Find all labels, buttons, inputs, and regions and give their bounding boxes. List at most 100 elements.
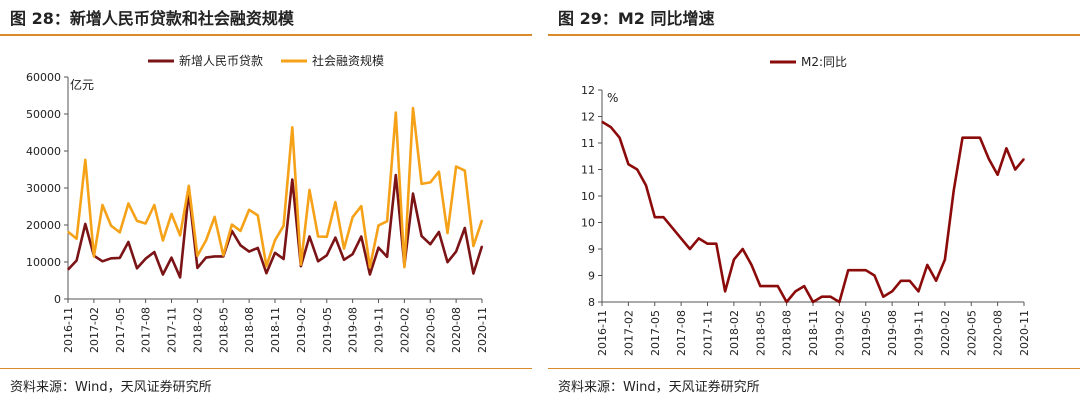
x-tick-label: 2020-05 <box>965 310 978 356</box>
data-point-s2 <box>127 202 129 205</box>
data-point-s2 <box>170 213 173 215</box>
data-point-s1 <box>935 280 937 282</box>
data-point-s1 <box>360 235 362 238</box>
x-tick-label: 2017-11 <box>166 307 179 353</box>
y-tick-label: 10 <box>581 217 595 230</box>
data-point-s1 <box>1014 168 1016 171</box>
data-point-s1 <box>821 296 823 298</box>
data-point-s1 <box>110 257 112 259</box>
x-tick-label: 2020-11 <box>1018 310 1031 356</box>
data-point-s1 <box>900 280 902 282</box>
data-point-s2 <box>343 248 345 250</box>
data-point-s1 <box>472 272 474 275</box>
data-point-s2 <box>412 107 414 109</box>
x-tick-label: 2019-08 <box>347 307 360 353</box>
data-point-s2 <box>93 255 95 257</box>
data-point-s2 <box>334 201 336 203</box>
data-point-s2 <box>248 209 250 211</box>
data-point-s2 <box>360 205 362 207</box>
x-tick-label: 2019-05 <box>321 307 334 353</box>
data-point-s1 <box>248 251 250 253</box>
x-tick-label: 2017-02 <box>622 310 635 356</box>
data-point-s1 <box>759 285 761 287</box>
data-point-s2 <box>110 225 112 227</box>
data-point-s1 <box>67 269 69 271</box>
data-point-s1 <box>838 301 840 303</box>
data-point-s1 <box>412 193 414 195</box>
data-point-s2 <box>76 238 78 240</box>
data-point-s1 <box>429 243 431 245</box>
data-point-s1 <box>706 243 709 245</box>
m2-yoy-line-chart: 8 9 9 10 10 11 11 12 12% 2016-11 2017-02 2017-05 201… <box>581 55 1031 356</box>
data-point-s1 <box>671 227 673 229</box>
data-point-s1 <box>803 285 805 287</box>
data-point-s1 <box>997 174 999 176</box>
legend-label: 社会融资规模 <box>312 53 384 68</box>
data-point-s1 <box>283 258 285 260</box>
data-point-s1 <box>698 237 700 239</box>
data-point-s1 <box>953 190 955 192</box>
left-source-note: 资料来源：Wind，天风证券研究所 <box>10 380 212 395</box>
data-point-s1 <box>786 301 788 303</box>
data-point-s2 <box>136 220 138 222</box>
y-tick-label: 0 <box>54 293 61 306</box>
y-unit-label: 亿元 <box>70 77 94 92</box>
data-point-s2 <box>119 231 121 233</box>
data-point-s1 <box>812 301 814 303</box>
data-point-s2 <box>377 224 380 226</box>
x-tick-label: 2020-05 <box>424 307 437 353</box>
data-point-s1 <box>680 237 682 239</box>
data-point-s1 <box>909 280 911 282</box>
x-tick-label: 2018-02 <box>191 307 204 353</box>
data-point-s1 <box>873 274 876 277</box>
data-point-s1 <box>170 257 173 259</box>
data-point-s2 <box>464 170 466 172</box>
y-tick-label: 12 <box>581 84 595 97</box>
y-tick-label: 10000 <box>26 256 61 269</box>
data-point-s1 <box>988 158 990 160</box>
y-tick-label: 50000 <box>26 108 61 121</box>
data-point-s2 <box>317 235 319 238</box>
y-tick-label: 12 <box>581 111 595 124</box>
x-tick-label: 2016-11 <box>62 307 75 353</box>
data-point-s1 <box>84 223 86 225</box>
x-tick-label: 2020-02 <box>398 307 411 353</box>
y-tick-label: 9 <box>588 243 595 256</box>
data-point-s1 <box>369 273 371 276</box>
x-tick-label: 2017-05 <box>649 310 662 356</box>
x-tick-label: 2018-08 <box>243 307 256 353</box>
left-figure-title: 图 28：新增人民币贷款和社会融资规模 <box>10 9 294 28</box>
data-point-s2 <box>179 234 181 236</box>
data-point-s1 <box>386 256 388 258</box>
right-figure-title: 图 29：M2 同比增速 <box>558 9 715 28</box>
data-point-s1 <box>627 163 629 165</box>
right-title-rule <box>548 34 1080 36</box>
data-point-s1 <box>830 296 832 298</box>
x-tick-label: 2019-05 <box>860 310 873 356</box>
y-tick-label: 9 <box>588 270 595 283</box>
data-point-s2 <box>257 214 259 216</box>
data-point-s1 <box>715 243 717 245</box>
data-point-s2 <box>455 165 457 168</box>
data-point-s1 <box>317 260 319 262</box>
data-point-s2 <box>395 111 397 114</box>
left-title-rule <box>0 34 532 36</box>
data-point-s1 <box>750 264 753 266</box>
data-point-s1 <box>742 248 744 250</box>
data-point-s2 <box>369 266 371 268</box>
data-point-s1 <box>136 267 138 269</box>
series-line-1 <box>67 173 484 279</box>
x-tick-label: 2018-05 <box>217 307 230 353</box>
data-point-s1 <box>961 137 964 139</box>
data-point-s1 <box>377 247 380 249</box>
y-tick-label: 10 <box>581 190 595 203</box>
x-tick-label: 2017-05 <box>114 307 127 353</box>
x-tick-label: 2020-08 <box>450 307 463 353</box>
data-point-s1 <box>205 257 207 259</box>
data-point-s1 <box>179 276 181 278</box>
loans-tsf-line-chart: 0 10000 20000 30000 40000 50000 60000 亿元 2016-11… <box>26 53 489 353</box>
data-point-s1 <box>654 216 656 218</box>
data-point-s1 <box>645 184 647 186</box>
data-point-s1 <box>865 269 867 271</box>
data-point-s1 <box>274 252 276 254</box>
